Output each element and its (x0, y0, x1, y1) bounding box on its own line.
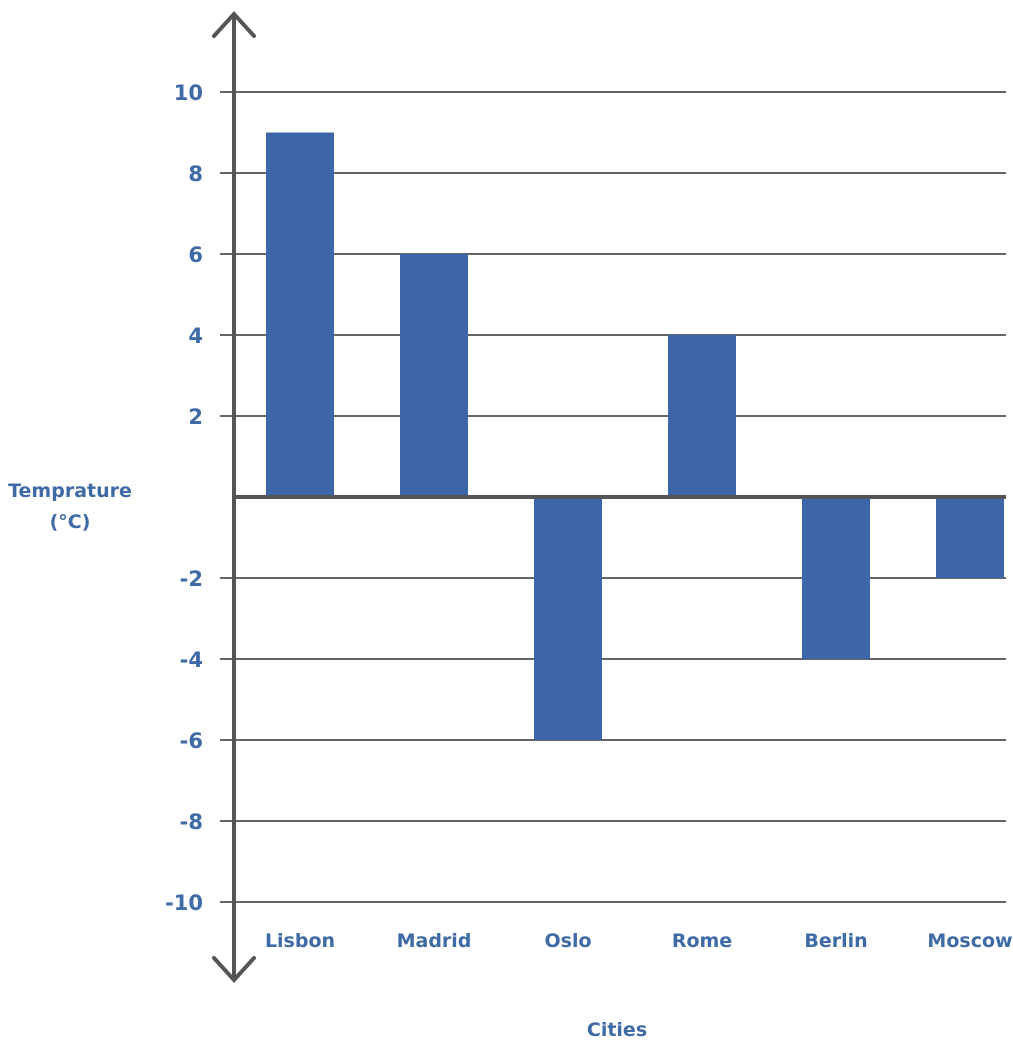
category-label-oslo: Oslo (544, 930, 591, 952)
bar-moscow (936, 497, 1004, 578)
category-label-madrid: Madrid (397, 930, 472, 952)
y-axis-title-line-2: (°C) (50, 511, 91, 533)
y-axis-title-line-1: Temprature (8, 480, 132, 502)
category-label-berlin: Berlin (804, 930, 867, 952)
category-label-moscow: Moscow (927, 930, 1012, 952)
y-axis-arrow-up-icon (212, 11, 256, 38)
y-tick-label: 2 (188, 405, 203, 429)
y-tick-label: 10 (174, 81, 203, 105)
bar-rome (668, 335, 736, 497)
bar-berlin (802, 497, 870, 659)
y-tick-label: -10 (165, 891, 203, 915)
bar-oslo (534, 497, 602, 740)
bar-lisbon (266, 132, 334, 497)
axes (212, 11, 1006, 983)
y-tick-label: -4 (180, 648, 203, 672)
gridlines (220, 91, 1006, 903)
category-label-rome: Rome (672, 930, 732, 952)
y-tick-label: 6 (188, 243, 203, 267)
bar-madrid (400, 254, 468, 497)
x-axis-title: Cities (587, 1019, 647, 1041)
y-tick-label: 8 (188, 162, 203, 186)
y-tick-label: -2 (180, 567, 203, 591)
category-label-lisbon: Lisbon (265, 930, 335, 952)
y-tick-label: 4 (188, 324, 203, 348)
y-tick-labels: 10 8 6 4 2 -2 -4 -6 -8 -10 (165, 81, 203, 915)
y-tick-label: -8 (180, 810, 203, 834)
y-axis-arrow-down-icon (212, 956, 256, 983)
x-category-labels: Lisbon Madrid Oslo Rome Berlin Moscow (265, 930, 1013, 952)
bars (266, 132, 1004, 740)
y-tick-label: -6 (180, 729, 203, 753)
